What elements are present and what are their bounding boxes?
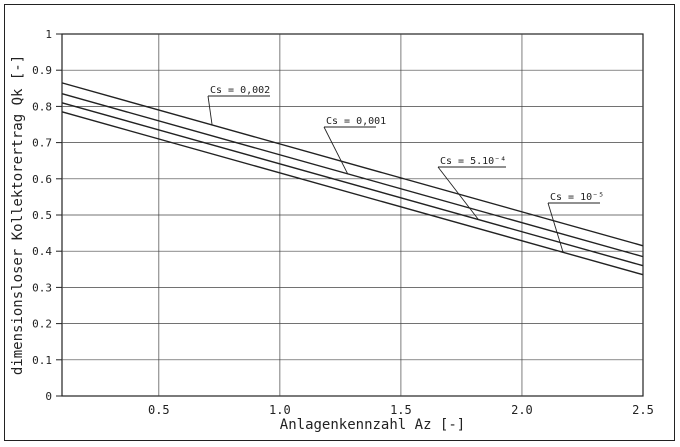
x-tick-label: 1.5 bbox=[390, 403, 412, 417]
x-tick-label: 1.0 bbox=[269, 403, 291, 417]
x-axis-ticks: 0.5 1.0 1.5 2.0 2.5 bbox=[148, 403, 654, 417]
series-line bbox=[61, 93, 644, 258]
y-tick-label: 0.3 bbox=[32, 281, 52, 294]
y-tick-label: 0.8 bbox=[32, 100, 52, 113]
y-tick-label: 0.7 bbox=[32, 137, 52, 150]
series-line bbox=[61, 82, 644, 247]
series-4: Cs = 10⁻⁵ bbox=[61, 111, 644, 276]
x-axis-label: Anlagenkennzahl Az [-] bbox=[280, 417, 465, 433]
series-1: Cs = 0,002 bbox=[61, 82, 644, 247]
chart-frame bbox=[4, 4, 675, 441]
y-tick-label: 0.5 bbox=[32, 209, 52, 222]
series-group: Cs = 0,002 Cs = 0,001 Cs = 5.10⁻⁴ Cs = 10⁻⁵ bbox=[61, 82, 644, 276]
x-tick-label: 0.5 bbox=[148, 403, 170, 417]
series-leader-line bbox=[323, 126, 349, 175]
series-label: Cs = 10⁻⁵ bbox=[550, 192, 604, 203]
series-label: Cs = 0,001 bbox=[326, 116, 386, 127]
y-tick-label: 0.2 bbox=[32, 318, 52, 331]
series-leader-line bbox=[207, 95, 213, 126]
y-tick-label: 0 bbox=[45, 390, 52, 403]
series-3: Cs = 5.10⁻⁴ bbox=[61, 102, 644, 267]
series-leader-line bbox=[547, 202, 564, 253]
x-tick-label: 2.0 bbox=[511, 403, 533, 417]
series-leader-line bbox=[437, 166, 479, 220]
series-2: Cs = 0,001 bbox=[61, 93, 644, 258]
series-label: Cs = 5.10⁻⁴ bbox=[440, 156, 506, 167]
series-line bbox=[61, 102, 644, 267]
series-line bbox=[61, 111, 644, 276]
y-axis-label: dimensionsloser Kollektorertrag Qk [-] bbox=[10, 55, 26, 375]
y-tick-label: 0.6 bbox=[32, 173, 52, 186]
y-tick-label: 1 bbox=[45, 28, 52, 41]
y-tick-label: 0.1 bbox=[32, 354, 52, 367]
grid bbox=[62, 34, 643, 396]
x-tick-label: 2.5 bbox=[632, 403, 654, 417]
y-tick-label: 0.4 bbox=[32, 245, 52, 258]
y-axis-ticks: 0 0.1 0.2 0.3 0.4 0.5 0.6 0.7 0.8 0.9 1 bbox=[32, 28, 62, 403]
y-tick-label: 0.9 bbox=[32, 64, 52, 77]
series-label: Cs = 0,002 bbox=[210, 85, 270, 96]
